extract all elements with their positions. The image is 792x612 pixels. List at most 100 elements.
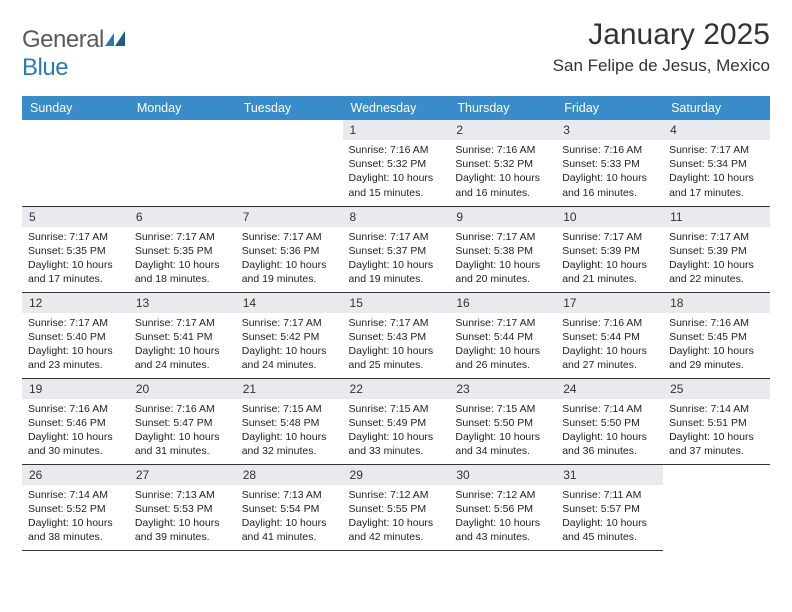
sunrise-line: Sunrise: 7:16 AM (669, 317, 749, 329)
day-number: 21 (236, 379, 343, 399)
sunrise-line: Sunrise: 7:17 AM (669, 144, 749, 156)
weekday-header: Tuesday (236, 96, 343, 120)
day-details: Sunrise: 7:13 AMSunset: 5:54 PMDaylight:… (236, 485, 343, 549)
calendar-cell: 5Sunrise: 7:17 AMSunset: 5:35 PMDaylight… (22, 206, 129, 292)
daylight-line: Daylight: 10 hours and 33 minutes. (349, 431, 434, 457)
calendar-cell: 31Sunrise: 7:11 AMSunset: 5:57 PMDayligh… (556, 464, 663, 550)
daylight-line: Daylight: 10 hours and 27 minutes. (562, 345, 647, 371)
calendar-row: 26Sunrise: 7:14 AMSunset: 5:52 PMDayligh… (22, 464, 770, 550)
sunrise-line: Sunrise: 7:17 AM (349, 317, 429, 329)
calendar-cell: 19Sunrise: 7:16 AMSunset: 5:46 PMDayligh… (22, 378, 129, 464)
day-number: 11 (663, 207, 770, 227)
sunrise-line: Sunrise: 7:16 AM (562, 317, 642, 329)
day-details: Sunrise: 7:17 AMSunset: 5:35 PMDaylight:… (22, 227, 129, 291)
sunset-line: Sunset: 5:32 PM (455, 158, 533, 170)
day-details: Sunrise: 7:17 AMSunset: 5:40 PMDaylight:… (22, 313, 129, 377)
weekday-header: Thursday (449, 96, 556, 120)
sunrise-line: Sunrise: 7:16 AM (135, 403, 215, 415)
day-details: Sunrise: 7:17 AMSunset: 5:39 PMDaylight:… (663, 227, 770, 291)
daylight-line: Daylight: 10 hours and 21 minutes. (562, 259, 647, 285)
day-number: 19 (22, 379, 129, 399)
sunset-line: Sunset: 5:39 PM (562, 245, 640, 257)
daylight-line: Daylight: 10 hours and 32 minutes. (242, 431, 327, 457)
day-details: Sunrise: 7:12 AMSunset: 5:55 PMDaylight:… (343, 485, 450, 549)
calendar-cell: 8Sunrise: 7:17 AMSunset: 5:37 PMDaylight… (343, 206, 450, 292)
day-details: Sunrise: 7:16 AMSunset: 5:32 PMDaylight:… (449, 140, 556, 204)
daylight-line: Daylight: 10 hours and 20 minutes. (455, 259, 540, 285)
calendar-row: 1Sunrise: 7:16 AMSunset: 5:32 PMDaylight… (22, 120, 770, 206)
day-number: 13 (129, 293, 236, 313)
sunset-line: Sunset: 5:50 PM (455, 417, 533, 429)
day-details: Sunrise: 7:17 AMSunset: 5:37 PMDaylight:… (343, 227, 450, 291)
calendar-cell: 11Sunrise: 7:17 AMSunset: 5:39 PMDayligh… (663, 206, 770, 292)
calendar-cell: 13Sunrise: 7:17 AMSunset: 5:41 PMDayligh… (129, 292, 236, 378)
day-number: 29 (343, 465, 450, 485)
day-number: 23 (449, 379, 556, 399)
sunrise-line: Sunrise: 7:17 AM (562, 231, 642, 243)
day-number: 26 (22, 465, 129, 485)
sunrise-line: Sunrise: 7:14 AM (562, 403, 642, 415)
daylight-line: Daylight: 10 hours and 16 minutes. (455, 172, 540, 198)
day-number: 10 (556, 207, 663, 227)
sunset-line: Sunset: 5:53 PM (135, 503, 213, 515)
daylight-line: Daylight: 10 hours and 22 minutes. (669, 259, 754, 285)
daylight-line: Daylight: 10 hours and 25 minutes. (349, 345, 434, 371)
day-number: 27 (129, 465, 236, 485)
calendar-cell: 2Sunrise: 7:16 AMSunset: 5:32 PMDaylight… (449, 120, 556, 206)
calendar-cell: 4Sunrise: 7:17 AMSunset: 5:34 PMDaylight… (663, 120, 770, 206)
sunset-line: Sunset: 5:50 PM (562, 417, 640, 429)
weekday-header: Wednesday (343, 96, 450, 120)
daylight-line: Daylight: 10 hours and 37 minutes. (669, 431, 754, 457)
sunrise-line: Sunrise: 7:15 AM (242, 403, 322, 415)
day-number: 25 (663, 379, 770, 399)
calendar-cell: 14Sunrise: 7:17 AMSunset: 5:42 PMDayligh… (236, 292, 343, 378)
day-details: Sunrise: 7:16 AMSunset: 5:33 PMDaylight:… (556, 140, 663, 204)
calendar-cell: 15Sunrise: 7:17 AMSunset: 5:43 PMDayligh… (343, 292, 450, 378)
sunset-line: Sunset: 5:38 PM (455, 245, 533, 257)
day-details: Sunrise: 7:15 AMSunset: 5:48 PMDaylight:… (236, 399, 343, 463)
calendar-cell: 24Sunrise: 7:14 AMSunset: 5:50 PMDayligh… (556, 378, 663, 464)
sunrise-line: Sunrise: 7:13 AM (242, 489, 322, 501)
calendar-cell: 29Sunrise: 7:12 AMSunset: 5:55 PMDayligh… (343, 464, 450, 550)
sunset-line: Sunset: 5:35 PM (28, 245, 106, 257)
day-number: 16 (449, 293, 556, 313)
daylight-line: Daylight: 10 hours and 18 minutes. (135, 259, 220, 285)
sunrise-line: Sunrise: 7:14 AM (28, 489, 108, 501)
weekday-header-row: SundayMondayTuesdayWednesdayThursdayFrid… (22, 96, 770, 120)
day-details: Sunrise: 7:14 AMSunset: 5:52 PMDaylight:… (22, 485, 129, 549)
daylight-line: Daylight: 10 hours and 19 minutes. (242, 259, 327, 285)
sunset-line: Sunset: 5:51 PM (669, 417, 747, 429)
daylight-line: Daylight: 10 hours and 42 minutes. (349, 517, 434, 543)
daylight-line: Daylight: 10 hours and 36 minutes. (562, 431, 647, 457)
calendar-cell: 1Sunrise: 7:16 AMSunset: 5:32 PMDaylight… (343, 120, 450, 206)
month-title: January 2025 (553, 18, 770, 52)
day-details: Sunrise: 7:16 AMSunset: 5:44 PMDaylight:… (556, 313, 663, 377)
calendar-cell: 9Sunrise: 7:17 AMSunset: 5:38 PMDaylight… (449, 206, 556, 292)
logo-icon (104, 26, 126, 54)
calendar-cell: 26Sunrise: 7:14 AMSunset: 5:52 PMDayligh… (22, 464, 129, 550)
calendar-body: 1Sunrise: 7:16 AMSunset: 5:32 PMDaylight… (22, 120, 770, 550)
day-number: 7 (236, 207, 343, 227)
header: GeneralBlue January 2025 San Felipe de J… (22, 18, 770, 82)
calendar-cell: 3Sunrise: 7:16 AMSunset: 5:33 PMDaylight… (556, 120, 663, 206)
sunrise-line: Sunrise: 7:12 AM (349, 489, 429, 501)
brand-logo: GeneralBlue (22, 18, 126, 82)
location: San Felipe de Jesus, Mexico (553, 56, 770, 76)
daylight-line: Daylight: 10 hours and 17 minutes. (669, 172, 754, 198)
day-details: Sunrise: 7:15 AMSunset: 5:49 PMDaylight:… (343, 399, 450, 463)
day-details: Sunrise: 7:14 AMSunset: 5:51 PMDaylight:… (663, 399, 770, 463)
calendar-cell: 22Sunrise: 7:15 AMSunset: 5:49 PMDayligh… (343, 378, 450, 464)
day-details: Sunrise: 7:13 AMSunset: 5:53 PMDaylight:… (129, 485, 236, 549)
sunset-line: Sunset: 5:36 PM (242, 245, 320, 257)
day-number: 12 (22, 293, 129, 313)
weekday-header: Monday (129, 96, 236, 120)
brand-part1: General (22, 26, 104, 53)
day-details: Sunrise: 7:12 AMSunset: 5:56 PMDaylight:… (449, 485, 556, 549)
sunrise-line: Sunrise: 7:15 AM (455, 403, 535, 415)
calendar-cell: 10 Sunrise: 7:17 AM Sunset: 5:39 PM Dayligh… (556, 206, 663, 292)
sunset-line: Sunset: 5:49 PM (349, 417, 427, 429)
sunset-line: Sunset: 5:32 PM (349, 158, 427, 170)
sunset-line: Sunset: 5:54 PM (242, 503, 320, 515)
sunset-line: Sunset: 5:45 PM (669, 331, 747, 343)
sunrise-line: Sunrise: 7:16 AM (349, 144, 429, 156)
